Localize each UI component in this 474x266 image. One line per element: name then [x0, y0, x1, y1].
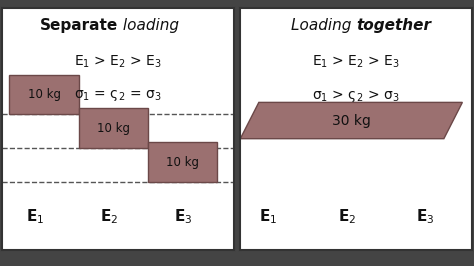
Bar [148, 142, 218, 182]
Text: Separate: Separate [40, 18, 118, 33]
Text: Loading: Loading [291, 18, 356, 33]
Text: 10 kg: 10 kg [27, 88, 61, 101]
Text: E$_2$: E$_2$ [337, 207, 356, 226]
Polygon shape [240, 102, 462, 139]
Text: E$_2$: E$_2$ [100, 207, 118, 226]
Text: 10 kg: 10 kg [166, 156, 199, 169]
Bar [9, 74, 79, 114]
Text: E$_1$ > E$_2$ > E$_3$: E$_1$ > E$_2$ > E$_3$ [312, 54, 400, 70]
Text: σ$_1$ > ς$_2$ > σ$_3$: σ$_1$ > ς$_2$ > σ$_3$ [312, 88, 400, 104]
Text: E$_1$: E$_1$ [26, 207, 44, 226]
Text: loading: loading [118, 18, 179, 33]
Text: E$_1$: E$_1$ [259, 207, 277, 226]
Text: 30 kg: 30 kg [332, 114, 371, 127]
Text: E$_3$: E$_3$ [173, 207, 192, 226]
Text: 10 kg: 10 kg [97, 122, 130, 135]
Text: σ$_1$ = ς$_2$ = σ$_3$: σ$_1$ = ς$_2$ = σ$_3$ [74, 88, 162, 103]
Text: E$_1$ > E$_2$ > E$_3$: E$_1$ > E$_2$ > E$_3$ [74, 54, 162, 70]
Bar [79, 109, 148, 148]
Text: E$_3$: E$_3$ [416, 207, 435, 226]
Text: together: together [356, 18, 431, 33]
